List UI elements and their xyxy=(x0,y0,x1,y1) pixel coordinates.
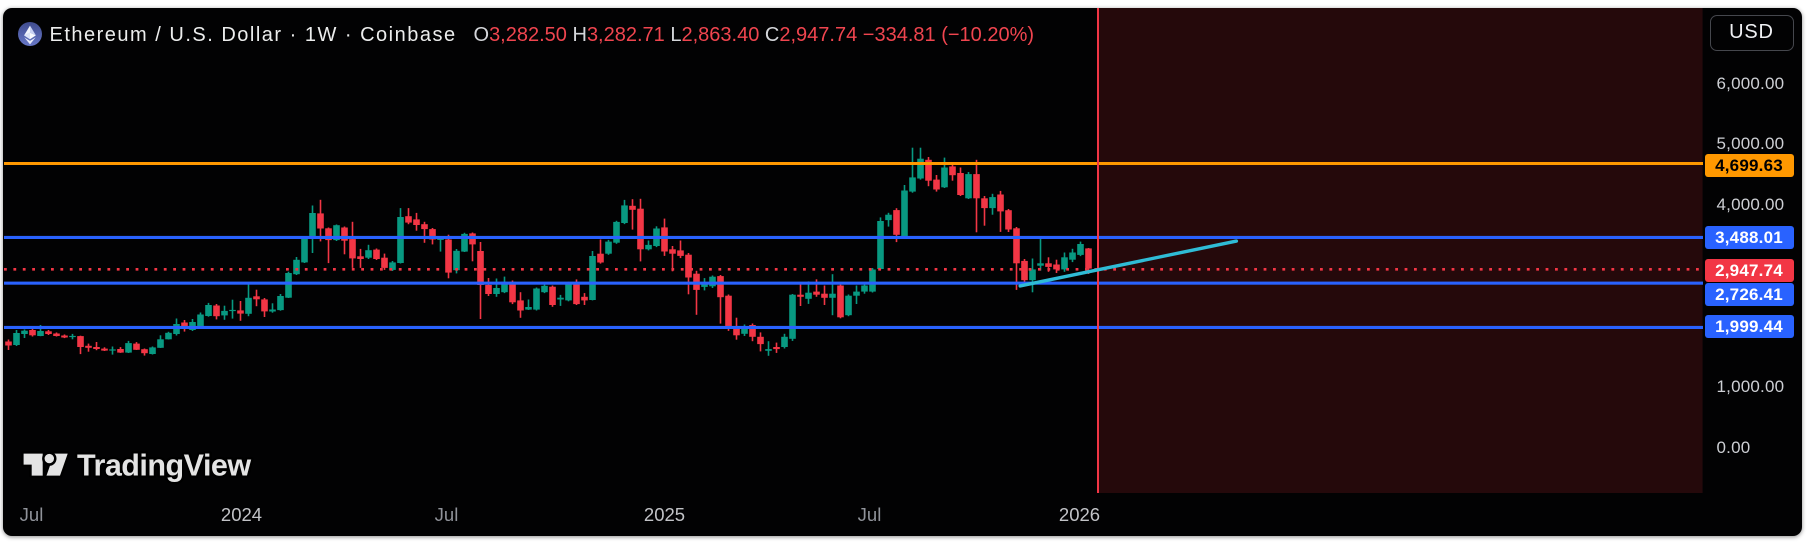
svg-text:TradingView: TradingView xyxy=(77,448,251,482)
